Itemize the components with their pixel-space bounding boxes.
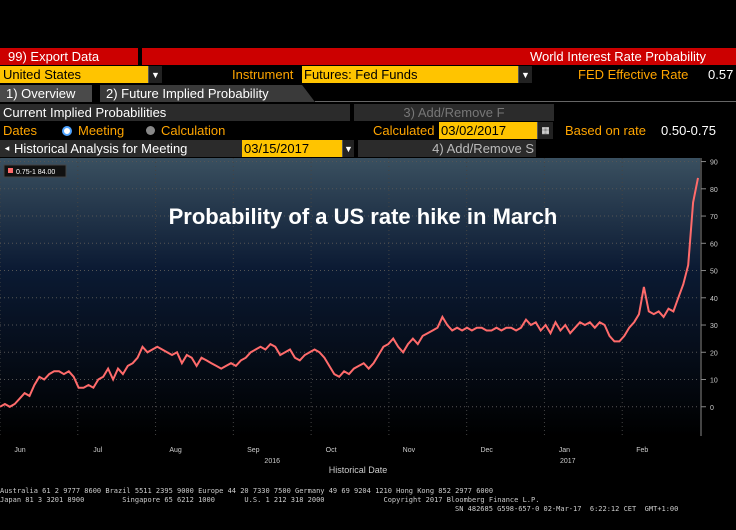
add-remove-series-button[interactable]: 4) Add/Remove S [358, 140, 536, 157]
tab-future-implied-probability[interactable]: 2) Future Implied Probability [100, 85, 315, 102]
y-tick-label: 40 [710, 296, 718, 303]
footer-line-2: Japan 81 3 3201 8900 Singapore 65 6212 1… [0, 496, 540, 504]
footer-line-3: SN 482685 G598-657-0 02-Mar-17 6:22:12 C… [455, 505, 679, 513]
historical-analysis-header: ◂ Historical Analysis for Meeting [0, 140, 242, 157]
chevron-left-icon[interactable]: ◂ [4, 143, 10, 153]
x-tick-label: Aug [169, 447, 182, 454]
y-tick-label: 70 [710, 214, 718, 221]
x-axis: Jun Jul Aug Sep Oct Nov Dec Jan Feb 2016 2017 [14, 447, 648, 465]
historical-row: ◂ Historical Analysis for Meeting 03/15/… [0, 140, 736, 157]
instrument-select[interactable]: Futures: Fed Funds [302, 66, 518, 83]
x-tick-label: Feb [636, 447, 648, 454]
y-tick-label: 60 [710, 241, 718, 248]
chart-title: Probability of a US rate hike in March [169, 204, 558, 229]
series-group [0, 177, 699, 408]
y-axis: 0 10 20 30 40 50 60 70 80 90 [700, 158, 718, 436]
legend-label: 0.75-1 84.00 [16, 169, 55, 176]
x-tick-label: Jun [14, 447, 25, 454]
x-tick-label: Oct [326, 447, 337, 454]
calendar-icon[interactable]: ▦ [537, 122, 553, 139]
historical-analysis-label: Historical Analysis for Meeting [14, 141, 188, 156]
chart-panel: 0 10 20 30 40 50 60 70 80 90 Jun Jul Aug Sep Oct Nov De… [0, 158, 736, 478]
calculation-label: Calculation [161, 123, 226, 138]
fed-rate-label: FED Effective Rate [578, 67, 689, 82]
y-tick-label: 80 [710, 187, 718, 194]
chevron-down-icon[interactable]: ▼ [148, 66, 162, 83]
chevron-down-icon[interactable]: ▼ [518, 66, 532, 83]
header-bar: 99) Export Data World Interest Rate Prob… [0, 48, 736, 65]
current-implied-row: Current Implied Probabilities 3) Add/Rem… [0, 104, 736, 121]
calculation-radio[interactable] [146, 126, 155, 135]
y-tick-label: 20 [710, 350, 718, 357]
probability-chart: 0 10 20 30 40 50 60 70 80 90 Jun Jul Aug Sep Oct Nov De… [0, 158, 718, 475]
plot-background [0, 158, 700, 436]
chevron-down-icon[interactable]: ▼ [342, 140, 354, 157]
tab-bar: 1) Overview 2) Future Implied Probabilit… [0, 85, 736, 102]
series-line-0 [0, 177, 699, 408]
footer-line-1: Australia 61 2 9777 8600 Brazil 5511 239… [0, 487, 494, 495]
instrument-label: Instrument [232, 67, 294, 82]
y-tick-label: 10 [710, 378, 718, 385]
instrument-row: United States ▼ Instrument Futures: Fed … [0, 66, 736, 83]
country-select[interactable]: United States [0, 66, 148, 83]
dates-label: Dates [3, 123, 37, 138]
calculated-date-input[interactable]: 03/02/2017 [439, 122, 537, 139]
export-data-button[interactable]: 99) Export Data [0, 48, 138, 65]
tab-overview[interactable]: 1) Overview [0, 85, 92, 102]
y-tick-label: 0 [710, 405, 714, 412]
tab-divider [315, 101, 736, 102]
grid [0, 158, 700, 436]
x-tick-label: Sep [247, 447, 260, 454]
legend-swatch [8, 168, 13, 173]
meeting-radio[interactable] [62, 125, 72, 136]
add-remove-button[interactable]: 3) Add/Remove F [354, 104, 554, 121]
based-on-rate-value: 0.50-0.75 [661, 123, 716, 138]
window-title: World Interest Rate Probability [142, 48, 736, 65]
year-label: 2016 [264, 458, 280, 465]
based-on-rate-label: Based on rate [565, 123, 646, 138]
x-tick-label: Dec [480, 447, 493, 454]
y-tick-label: 90 [710, 160, 718, 167]
meeting-date-select[interactable]: 03/15/2017 [242, 140, 342, 157]
calculated-label: Calculated [373, 123, 435, 138]
meeting-label: Meeting [78, 123, 125, 138]
year-label: 2017 [560, 458, 576, 465]
x-tick-label: Jul [93, 447, 102, 454]
y-tick-label: 50 [710, 269, 718, 276]
x-tick-label: Nov [403, 447, 416, 454]
legend-box [3, 164, 67, 178]
x-tick-label: Jan [559, 447, 570, 454]
section-label: Current Implied Probabilities [0, 104, 350, 121]
dates-row: Dates Meeting Calculation Calculated 03/… [0, 122, 736, 139]
fed-rate-value: 0.57 [708, 67, 734, 82]
y-tick-label: 30 [710, 323, 718, 330]
x-axis-label: Historical Date [329, 465, 388, 475]
